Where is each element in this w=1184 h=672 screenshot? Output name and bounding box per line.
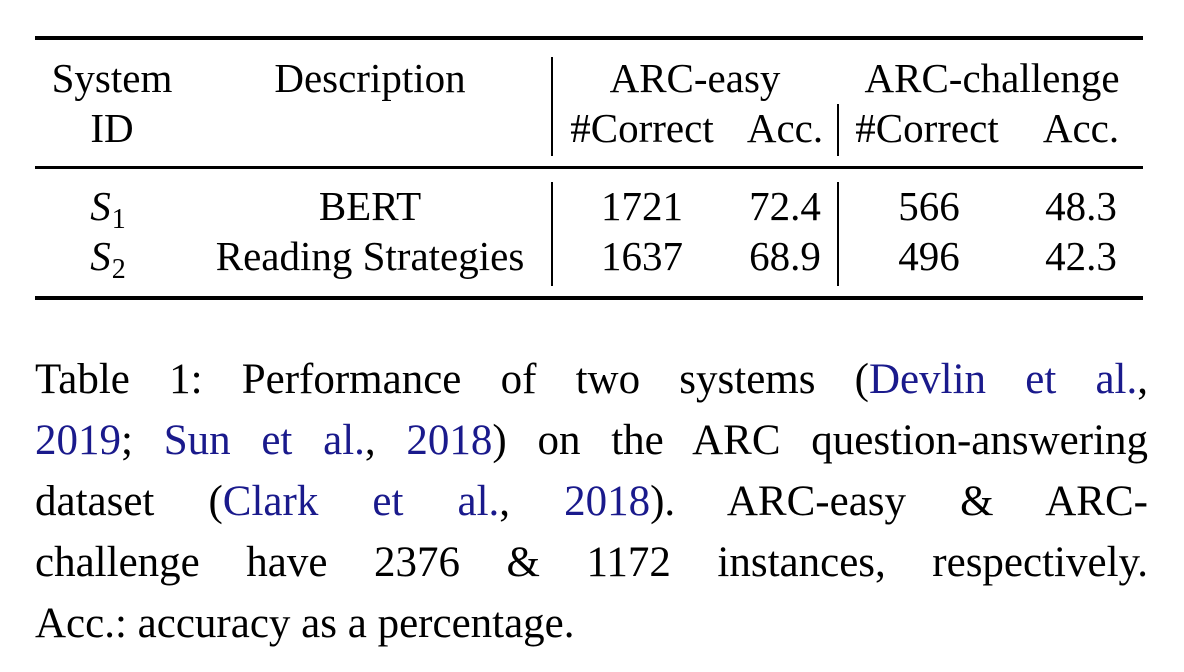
table-row-2-easy-correct: 1637	[601, 233, 683, 279]
header-description: Description	[274, 55, 466, 101]
header-system-id-line2: ID	[90, 105, 134, 151]
caption-text: ,	[1137, 356, 1148, 403]
table-header-rule	[35, 166, 1143, 169]
caption-text: dataset (	[35, 478, 223, 525]
table-row-1-easy-acc: 72.4	[749, 183, 821, 229]
table-row-1-description: BERT	[318, 183, 422, 229]
caption-line-4: challenge have 2376 & 1172 instances, re…	[35, 539, 1148, 586]
table-bottom-rule	[35, 296, 1143, 300]
header-system-id-line1: System	[51, 55, 173, 101]
header-group-arc-easy: ARC-easy	[609, 55, 781, 101]
citation-link-clark-year[interactable]: 2018	[564, 478, 651, 525]
caption-text: Table 1: Performance of two systems (	[35, 356, 869, 403]
header-easy-correct: #Correct	[570, 105, 714, 151]
caption-line-3: dataset (Clark et al., 2018). ARC-easy &…	[35, 471, 1148, 532]
table-row-2-challenge-correct: 496	[898, 233, 960, 279]
column-divider-body-2	[837, 182, 839, 286]
header-challenge-correct: #Correct	[855, 105, 999, 151]
caption-text: ) on the ARC question-answering	[492, 417, 1149, 464]
table-row-1-challenge-acc: 48.3	[1045, 183, 1117, 229]
table-row-1-system-id: S1	[90, 182, 126, 236]
system-id-letter: S	[90, 233, 111, 279]
table-row-1-challenge-correct: 566	[898, 183, 960, 229]
table-row-2-easy-acc: 68.9	[749, 233, 821, 279]
system-id-subscript: 1	[111, 204, 126, 235]
caption-line-2: 2019; Sun et al., 2018) on the ARC quest…	[35, 410, 1148, 471]
caption-line-5: Acc.: accuracy as a percentage.	[35, 600, 575, 647]
header-challenge-acc: Acc.	[1042, 105, 1120, 151]
table-row-1-easy-correct: 1721	[601, 183, 683, 229]
table-row-2-description: Reading Strategies	[215, 233, 525, 279]
caption-text: ). ARC-easy & ARC-	[650, 478, 1148, 525]
column-divider-header-1	[551, 57, 553, 156]
system-id-subscript: 2	[111, 254, 126, 285]
citation-link-clark[interactable]: Clark et al.	[222, 478, 500, 525]
caption-line-1: Table 1: Performance of two systems (Dev…	[35, 349, 1148, 410]
caption-text: ;	[121, 417, 164, 464]
citation-link-sun-year[interactable]: 2018	[406, 417, 493, 464]
table-top-rule	[35, 36, 1143, 40]
caption-text: ,	[364, 417, 407, 464]
header-group-arc-challenge: ARC-challenge	[864, 55, 1120, 101]
table-caption: Table 1: Performance of two systems (Dev…	[35, 349, 1148, 654]
system-id-letter: S	[90, 183, 111, 229]
column-divider-body-1	[551, 182, 553, 286]
table-row-2-system-id: S2	[90, 232, 126, 286]
header-easy-acc: Acc.	[746, 105, 824, 151]
table-row-2-challenge-acc: 42.3	[1045, 233, 1117, 279]
citation-link-devlin[interactable]: Devlin et al.	[869, 356, 1138, 403]
citation-link-sun[interactable]: Sun et al.	[163, 417, 365, 464]
citation-link-devlin-year[interactable]: 2019	[35, 417, 121, 464]
column-divider-header-2	[837, 104, 839, 156]
caption-text: ,	[499, 478, 565, 525]
